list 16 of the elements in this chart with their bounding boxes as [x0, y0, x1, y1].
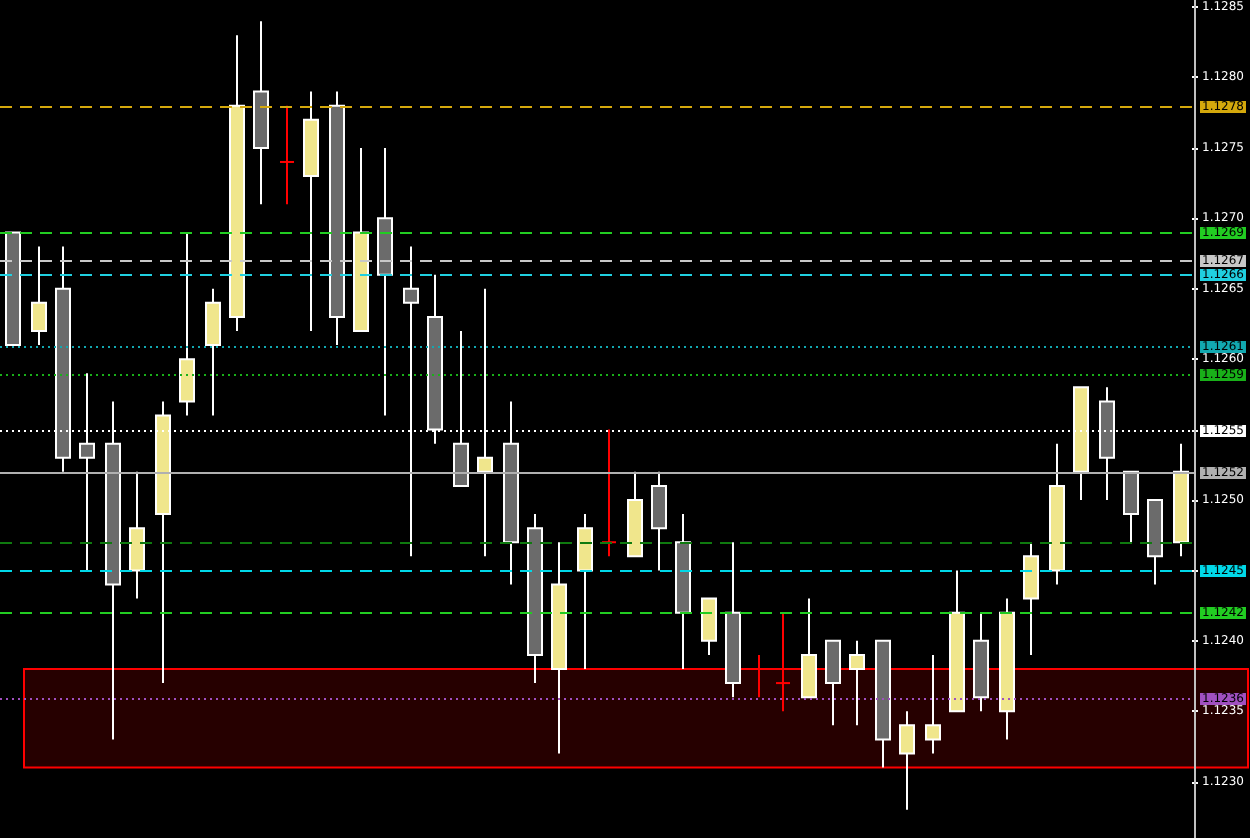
candlestick	[899, 710, 915, 811]
candlestick	[31, 245, 47, 347]
candlestick	[651, 470, 667, 572]
candlestick	[1023, 541, 1039, 656]
candlestick	[205, 287, 221, 417]
candlestick	[801, 597, 817, 699]
candlestick	[825, 639, 841, 727]
candlestick	[577, 513, 593, 670]
candlestick	[179, 231, 195, 417]
candlestick	[1123, 470, 1139, 544]
candlestick	[701, 597, 717, 656]
candlestick	[925, 653, 941, 755]
candlestick	[129, 470, 145, 600]
candlestick	[849, 639, 865, 727]
candlestick	[775, 611, 791, 713]
candlestick	[279, 104, 295, 206]
